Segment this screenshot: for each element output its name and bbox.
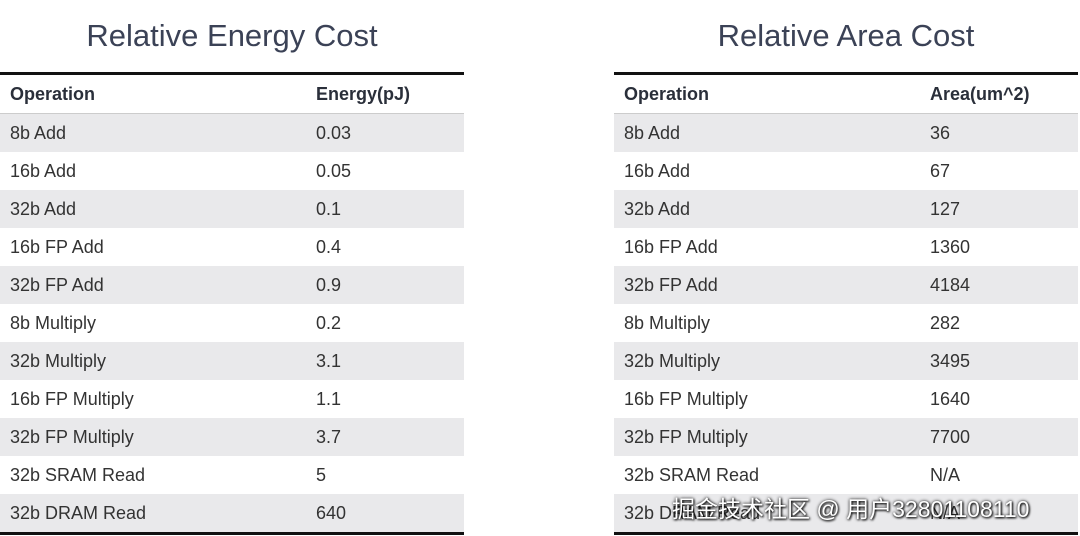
table-title: Relative Area Cost [717,18,975,53]
bottom-rule [0,532,464,535]
table-row: 8b Add 0.03 [0,114,464,152]
table-row: 32b SRAM Read 5 [0,456,464,494]
cell: 16b Add [10,160,77,181]
table-row: 32b Add 127 [614,190,1078,228]
cell: 3.1 [316,350,342,371]
cell: 32b Add [10,198,77,219]
cell: 127 [930,198,961,219]
table-row: 8b Multiply 282 [614,304,1078,342]
table-row: 32b FP Multiply 7700 [614,418,1078,456]
bottom-rule [614,532,1078,535]
cell: 16b FP Add [10,236,104,257]
cell: 1.1 [316,388,342,409]
cell: 8b Add [624,122,681,143]
table-row: 32b SRAM Read N/A [614,456,1078,494]
cell: 16b FP Multiply [10,388,134,409]
table-row: 32b Multiply 3.1 [0,342,464,380]
cell: 640 [316,502,347,523]
table-row: 8b Multiply 0.2 [0,304,464,342]
cell: 1640 [930,388,971,409]
cell: 16b FP Multiply [624,388,748,409]
table-row: 16b Add 67 [614,152,1078,190]
cell: 1360 [930,236,971,257]
table-row: 16b Add 0.05 [0,152,464,190]
cell: 0.05 [316,160,352,181]
cell: 32b FP Add [624,274,718,295]
table-row: 8b Add 36 [614,114,1078,152]
cell: 32b Multiply [624,350,721,371]
cell: 0.9 [316,274,342,295]
cell: 7700 [930,426,971,447]
cell: 67 [930,160,951,181]
table-row: 16b FP Multiply 1.1 [0,380,464,418]
cell: N/A [930,464,961,485]
table-row: 16b FP Add 1360 [614,228,1078,266]
table-row: 32b Add 0.1 [0,190,464,228]
cell: 32b Add [624,198,691,219]
header-cell: Energy(pJ) [316,83,411,104]
cell: 8b Multiply [624,312,711,333]
table-title: Relative Energy Cost [86,18,378,53]
table-row: 32b DRAM Read 640 [0,494,464,532]
watermark: 掘金技术社区 @ 用户32801108110 [672,496,1030,522]
table-row: 32b DRAM Read N/A [614,494,1078,532]
table-row: 16b FP Multiply 1640 [614,380,1078,418]
table-row: 32b FP Add 0.9 [0,266,464,304]
header-cell: Area(um^2) [930,83,1030,104]
cell: 8b Multiply [10,312,97,333]
cell: 32b FP Add [10,274,104,295]
cell: 32b DRAM Read [10,502,147,523]
header-cell: Operation [10,83,96,104]
cell: 3495 [930,350,971,371]
cell: 32b SRAM Read [10,464,146,485]
cell: 16b Add [624,160,691,181]
cell: 0.1 [316,198,342,219]
cell: 0.2 [316,312,342,333]
cell: 32b DRAM Read [624,502,761,523]
table-row: 32b FP Add 4184 [614,266,1078,304]
table-row: 32b Multiply 3495 [614,342,1078,380]
cell: 4184 [930,274,971,295]
table-row: 16b FP Add 0.4 [0,228,464,266]
cell: 0.4 [316,236,342,257]
cell: 32b SRAM Read [624,464,760,485]
cell: 32b FP Multiply [10,426,134,447]
cell: 3.7 [316,426,342,447]
cell: N/A [930,502,961,523]
area-table: Relative Area Cost Operation Area(um^2) 8b … [614,0,1078,535]
cell: 282 [930,312,961,333]
header-cell: Operation [624,83,710,104]
cell: 8b Add [10,122,67,143]
cell: 0.03 [316,122,352,143]
cell: 16b FP Add [624,236,718,257]
cell: 5 [316,464,327,485]
header-row: Operation Area(um^2) [614,72,1078,114]
cell: 36 [930,122,951,143]
cell: 32b Multiply [10,350,107,371]
cell: 32b FP Multiply [624,426,748,447]
header-row: Operation Energy(pJ) [0,72,464,114]
table-row: 32b FP Multiply 3.7 [0,418,464,456]
energy-table: Relative Energy Cost Operation Energy(pJ) 8… [0,0,464,535]
